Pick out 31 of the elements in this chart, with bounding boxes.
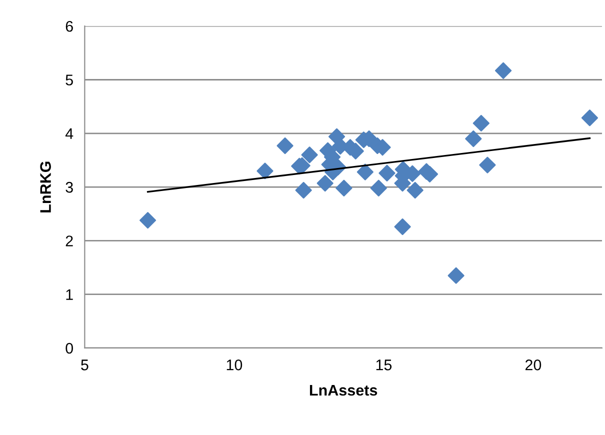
point: [370, 180, 387, 196]
y-axis-title: LnRKG: [40, 162, 51, 212]
y-tick-label: 1: [66, 289, 73, 300]
point: [139, 212, 156, 229]
y-tick-label: 2: [66, 236, 73, 246]
x-axis-title: LnAssets: [310, 385, 378, 396]
point: [295, 182, 312, 199]
point: [465, 130, 482, 148]
point: [316, 174, 334, 192]
x-tick-label: 5: [81, 360, 88, 370]
x-tick-label: 10: [226, 360, 242, 370]
point: [495, 62, 512, 79]
x-tick-label: 15: [376, 360, 392, 370]
y-tick-label: 6: [66, 20, 73, 32]
point: [336, 180, 352, 196]
point: [581, 110, 598, 126]
point: [301, 146, 318, 164]
point: [394, 218, 411, 236]
point: [448, 267, 464, 284]
y-tick-label: 5: [66, 74, 73, 86]
x-tick-label: 20: [525, 360, 542, 370]
point: [406, 182, 424, 199]
y-tick-label: 3: [66, 182, 73, 193]
point: [479, 156, 496, 174]
y-tick-label: 4: [65, 128, 74, 139]
point: [256, 162, 274, 180]
point: [378, 164, 396, 182]
point: [356, 164, 374, 180]
y-tick-label: 0: [66, 342, 73, 354]
point: [472, 114, 490, 132]
point: [276, 137, 294, 154]
